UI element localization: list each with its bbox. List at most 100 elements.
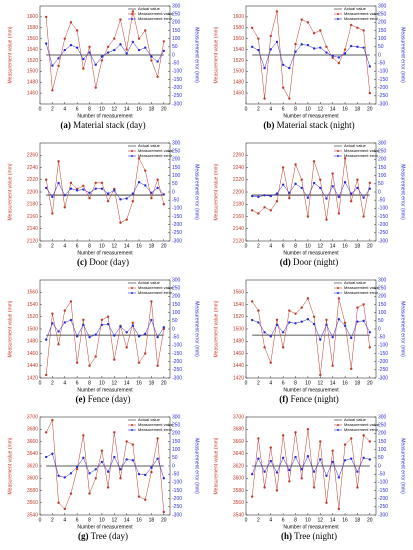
data-point <box>300 320 303 323</box>
x-tick-label: 2 <box>257 380 260 386</box>
y-tick-label: 2260 <box>233 153 244 159</box>
x-tick-label: 12 <box>318 380 324 386</box>
x-tick-label: 12 <box>318 106 324 112</box>
y2-tick-label: 100 <box>378 36 387 42</box>
data-point <box>119 43 122 46</box>
series-line <box>252 318 371 341</box>
data-point <box>325 318 328 322</box>
y-tick-label: 1540 <box>233 302 244 308</box>
x-tick-label: 18 <box>149 380 155 386</box>
legend-label: Actual value <box>138 280 161 285</box>
x-tick-label: 18 <box>355 106 361 112</box>
y-tick-label: 3660 <box>27 439 38 445</box>
data-point <box>343 321 347 325</box>
data-point <box>69 318 73 322</box>
data-point <box>144 498 147 501</box>
x-tick-label: 12 <box>318 243 324 249</box>
y-tick-label: 1480 <box>27 80 38 86</box>
y-tick-label: 1460 <box>27 90 38 96</box>
y2-tick-label: 100 <box>172 447 181 453</box>
data-point <box>356 186 359 190</box>
legend-marker <box>337 155 339 157</box>
x-tick-label: 14 <box>330 380 336 386</box>
data-point <box>331 54 334 58</box>
legend-marker <box>337 13 339 15</box>
caption-text: Material stack (night) <box>277 120 355 130</box>
legend-label: Actual value <box>344 143 367 148</box>
y2-tick-label: -200 <box>172 359 182 365</box>
data-point <box>306 455 310 458</box>
data-point <box>137 48 141 52</box>
data-point <box>250 45 254 49</box>
y-tick-label: 2260 <box>27 153 38 159</box>
caption-label: (b) <box>263 120 274 130</box>
data-point <box>131 192 135 195</box>
y-tick-label: 1460 <box>233 90 244 96</box>
data-point <box>150 300 153 303</box>
data-point <box>263 331 266 334</box>
data-point <box>257 37 260 40</box>
data-point <box>319 178 322 181</box>
legend-label: Measurement value <box>344 422 380 427</box>
legend-marker <box>131 155 133 157</box>
data-point <box>94 477 97 480</box>
data-point <box>106 470 110 473</box>
data-point <box>257 309 260 312</box>
data-point <box>137 495 141 498</box>
data-point <box>257 48 260 52</box>
data-point <box>63 309 66 312</box>
data-point <box>144 46 147 49</box>
data-point <box>331 335 334 339</box>
y2-tick-label: -50 <box>378 60 385 66</box>
x-tick-label: 16 <box>342 243 348 249</box>
data-point <box>294 431 297 434</box>
x-axis-title: Number of measurement <box>283 524 339 530</box>
data-point <box>94 181 97 185</box>
y2-tick-label: -150 <box>172 77 182 83</box>
data-point <box>288 480 291 483</box>
data-point <box>281 86 285 89</box>
x-tick-label: 0 <box>245 517 248 523</box>
data-point <box>125 52 128 55</box>
y2-tick-label: 100 <box>378 310 387 316</box>
data-point <box>257 457 260 460</box>
y2-tick-label: -100 <box>378 206 388 212</box>
data-point <box>69 300 73 303</box>
legend-label: Actual value <box>138 143 161 148</box>
x-tick-label: 18 <box>149 243 155 249</box>
data-point <box>150 191 153 195</box>
y-tick-label: 2200 <box>233 189 244 195</box>
data-point <box>362 29 365 32</box>
y-axis-title: Measurement value (mm) <box>7 26 13 83</box>
y-tick-label: 2180 <box>233 202 244 208</box>
legend-label: Actual value <box>344 280 367 285</box>
data-point <box>88 335 91 339</box>
data-point <box>288 97 291 100</box>
legend-label: Measurement value <box>138 285 174 290</box>
y2-tick-label: 50 <box>378 455 384 461</box>
y2-tick-label: -100 <box>378 69 388 75</box>
data-point <box>156 457 159 460</box>
x-tick-label: 10 <box>99 380 105 386</box>
data-point <box>125 440 128 443</box>
y2-tick-label: 150 <box>378 165 387 171</box>
data-point <box>362 303 365 306</box>
data-point <box>257 212 260 215</box>
x-tick-label: 8 <box>88 380 91 386</box>
x-tick-label: 18 <box>355 517 361 523</box>
y2-tick-label: -50 <box>378 334 385 340</box>
x-tick-label: 4 <box>269 517 272 523</box>
data-point <box>325 501 328 504</box>
data-point <box>100 460 104 464</box>
x-tick-label: 16 <box>136 106 142 112</box>
data-point <box>288 468 291 472</box>
caption: (e) Fence (day) <box>76 394 131 404</box>
y2-tick-label: 50 <box>378 181 384 187</box>
legend-label: Measurement error <box>344 427 379 432</box>
y-tick-label: 3600 <box>27 476 38 482</box>
data-point <box>325 218 328 221</box>
y2-tick-label: -150 <box>378 77 388 83</box>
data-point <box>100 59 104 62</box>
x-tick-label: 12 <box>318 517 324 523</box>
y-tick-label: 3620 <box>233 463 244 469</box>
